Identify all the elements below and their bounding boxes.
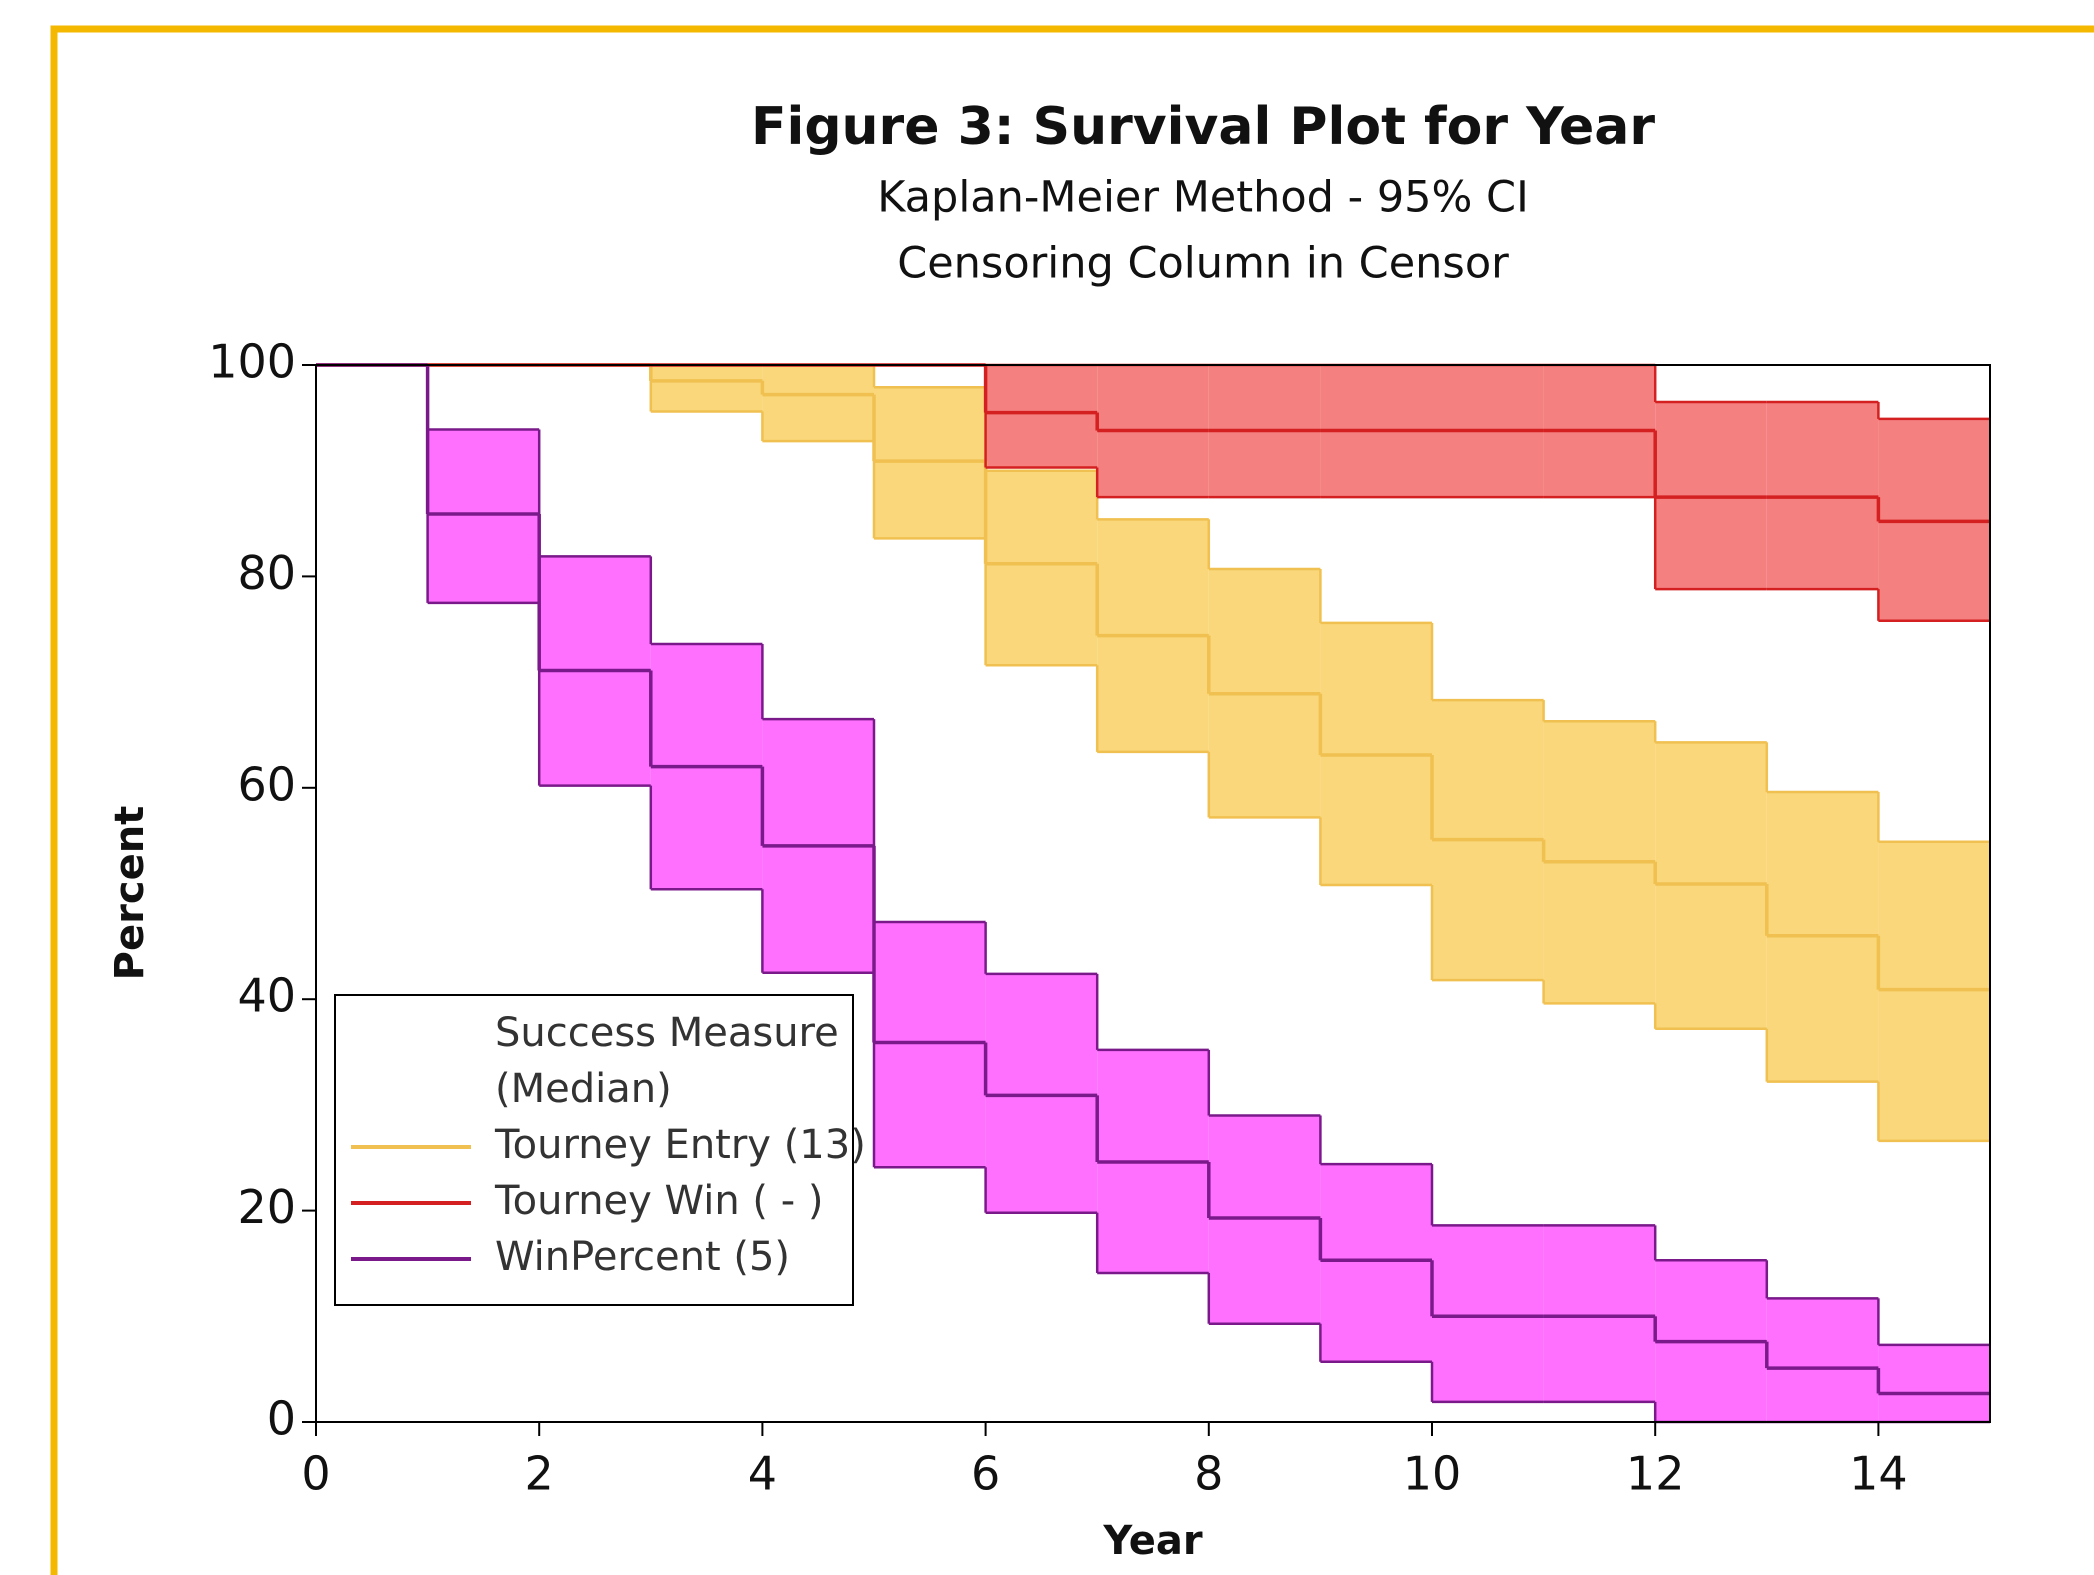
y-tick-label: 40 [237, 969, 296, 1023]
ci-band [1320, 1164, 1432, 1362]
y-tick-label: 20 [237, 1180, 296, 1234]
x-tick-label: 10 [1403, 1447, 1462, 1501]
ci-band [985, 973, 1098, 1213]
frame [50, 25, 2094, 1575]
ci-band [874, 922, 986, 1168]
legend-label: Tourney Win ( - ) [494, 1178, 823, 1224]
ci-band [1432, 1225, 1544, 1402]
chart-title: Figure 3: Survival Plot for Year [751, 97, 1655, 157]
ci-band [427, 429, 540, 603]
y-tick-label: 60 [237, 757, 296, 811]
ci-band [1766, 1298, 1879, 1422]
ci-band [985, 470, 1098, 666]
x-tick-label: 12 [1626, 1447, 1685, 1501]
plot-frame [315, 364, 1991, 1423]
ci-band [985, 365, 1098, 468]
y-axis-label: Percent [107, 806, 153, 981]
x-axis-label: Year [1102, 1518, 1202, 1564]
legend-label: WinPercent (5) [495, 1234, 790, 1280]
y-tick-label: 80 [237, 546, 296, 600]
x-tick-label: 8 [1194, 1447, 1223, 1501]
x-tick-label: 14 [1849, 1447, 1908, 1501]
x-tick-label: 2 [525, 1447, 554, 1501]
ci-band [1543, 1225, 1656, 1402]
y-tick-label: 0 [267, 1392, 296, 1446]
legend-title: (Median) [495, 1066, 672, 1112]
ci-band [1878, 1344, 1990, 1422]
chart-subtitle: Censoring Column in Censor [897, 239, 1509, 289]
y-tick-label: 100 [208, 335, 296, 389]
legend-box [334, 994, 854, 1306]
legend-label: Tourney Entry (13) [494, 1122, 866, 1168]
ci-band [650, 365, 763, 412]
ci-band [762, 365, 874, 442]
legend-title: Success Measure [495, 1010, 839, 1056]
x-tick-label: 4 [748, 1447, 777, 1501]
x-tick-label: 6 [971, 1447, 1000, 1501]
chart-subtitle: Kaplan-Meier Method - 95% CI [877, 173, 1529, 223]
x-tick-label: 0 [301, 1447, 330, 1501]
